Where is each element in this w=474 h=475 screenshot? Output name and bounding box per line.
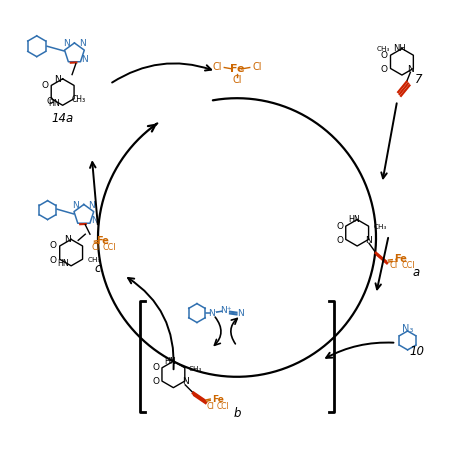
Text: Fe: Fe xyxy=(394,254,408,264)
Text: CH₃: CH₃ xyxy=(376,46,390,52)
Text: CH₃: CH₃ xyxy=(374,224,387,230)
Text: Fe: Fe xyxy=(230,65,244,75)
Text: CH₃: CH₃ xyxy=(88,257,101,263)
Text: HN: HN xyxy=(348,215,360,224)
Text: 14a: 14a xyxy=(52,112,74,124)
Text: N⁻: N⁻ xyxy=(208,309,219,318)
Text: c: c xyxy=(95,262,101,275)
Text: Cl: Cl xyxy=(252,63,262,73)
Text: O: O xyxy=(50,241,57,250)
Text: Fe: Fe xyxy=(96,236,109,246)
Text: N: N xyxy=(365,236,372,245)
Text: O: O xyxy=(381,65,388,74)
Text: CCl: CCl xyxy=(401,261,415,270)
Text: O: O xyxy=(42,81,49,90)
Text: HN: HN xyxy=(164,357,176,366)
Text: O: O xyxy=(336,236,343,245)
Text: O: O xyxy=(50,256,57,265)
Text: N: N xyxy=(237,309,244,318)
Text: a: a xyxy=(412,266,419,279)
Text: O: O xyxy=(381,51,388,60)
Text: O: O xyxy=(153,363,159,372)
Text: CH₃: CH₃ xyxy=(72,95,86,104)
Text: CCl: CCl xyxy=(217,401,230,410)
Text: NH: NH xyxy=(393,44,406,53)
Text: Fe: Fe xyxy=(212,395,224,403)
Text: N: N xyxy=(63,39,70,48)
Text: N: N xyxy=(89,201,95,210)
Text: N: N xyxy=(407,65,414,74)
Text: Cl: Cl xyxy=(207,401,215,410)
Text: HN: HN xyxy=(57,259,69,268)
Text: 7: 7 xyxy=(415,73,422,86)
Text: Cl: Cl xyxy=(232,75,242,85)
Text: CCl: CCl xyxy=(102,243,116,252)
Text: Cl: Cl xyxy=(212,63,222,73)
Text: N: N xyxy=(182,378,189,387)
Text: N: N xyxy=(64,235,71,244)
Text: O: O xyxy=(46,96,54,105)
Text: Cl: Cl xyxy=(91,243,100,252)
Text: N₃: N₃ xyxy=(402,323,413,333)
Text: N⁺: N⁺ xyxy=(220,306,232,315)
Text: O: O xyxy=(153,378,159,387)
Text: b: b xyxy=(233,407,241,420)
Text: N: N xyxy=(79,39,86,48)
Text: O: O xyxy=(336,222,343,231)
Text: N: N xyxy=(91,217,98,226)
Text: Cl: Cl xyxy=(390,261,398,270)
Text: N: N xyxy=(73,201,79,210)
Text: N: N xyxy=(82,55,88,64)
Text: 10: 10 xyxy=(410,345,425,358)
Text: HN: HN xyxy=(48,99,60,108)
Text: N: N xyxy=(55,75,61,84)
Text: CH₃: CH₃ xyxy=(189,366,202,372)
